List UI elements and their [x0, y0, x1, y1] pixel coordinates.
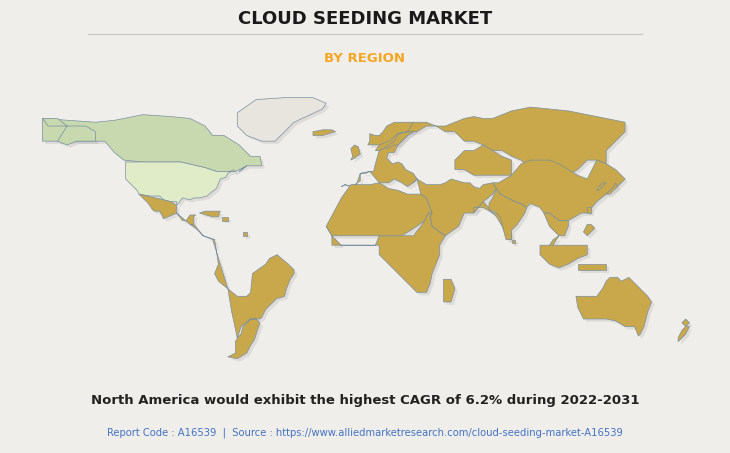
Polygon shape: [590, 210, 594, 216]
Polygon shape: [580, 267, 609, 273]
Polygon shape: [45, 121, 99, 148]
Polygon shape: [474, 202, 512, 240]
Text: BY REGION: BY REGION: [325, 52, 405, 65]
Polygon shape: [576, 277, 652, 336]
Polygon shape: [596, 183, 606, 190]
Polygon shape: [547, 216, 571, 254]
Polygon shape: [515, 242, 518, 246]
Polygon shape: [416, 182, 499, 239]
Polygon shape: [413, 179, 496, 236]
Polygon shape: [583, 224, 595, 236]
Polygon shape: [246, 235, 250, 239]
Polygon shape: [42, 115, 262, 171]
Polygon shape: [344, 125, 420, 189]
Polygon shape: [215, 242, 297, 361]
Polygon shape: [446, 282, 458, 305]
Text: CLOUD SEEDING MARKET: CLOUD SEEDING MARKET: [238, 10, 492, 28]
Polygon shape: [342, 122, 417, 187]
Polygon shape: [477, 205, 515, 242]
Polygon shape: [378, 110, 628, 178]
Polygon shape: [540, 245, 588, 268]
Polygon shape: [222, 217, 228, 221]
Polygon shape: [128, 165, 238, 208]
Polygon shape: [678, 327, 689, 342]
Polygon shape: [493, 160, 625, 221]
Text: Report Code : A16539  |  Source : https://www.alliedmarketresearch.com/cloud-see: Report Code : A16539 | Source : https://…: [107, 428, 623, 438]
Polygon shape: [237, 98, 326, 141]
Polygon shape: [316, 133, 339, 138]
Polygon shape: [543, 248, 590, 271]
Polygon shape: [42, 119, 96, 145]
Polygon shape: [496, 163, 628, 223]
Polygon shape: [243, 232, 247, 236]
Polygon shape: [240, 101, 329, 144]
Polygon shape: [458, 148, 515, 178]
Polygon shape: [492, 191, 529, 242]
Polygon shape: [544, 213, 569, 251]
Polygon shape: [212, 240, 294, 359]
Polygon shape: [139, 194, 196, 224]
Polygon shape: [190, 224, 215, 240]
Polygon shape: [489, 188, 527, 240]
Polygon shape: [351, 145, 361, 160]
Polygon shape: [586, 227, 598, 239]
Polygon shape: [368, 122, 417, 149]
Polygon shape: [682, 319, 689, 327]
Polygon shape: [202, 214, 223, 220]
Polygon shape: [599, 186, 609, 193]
Polygon shape: [329, 216, 448, 295]
Polygon shape: [455, 145, 512, 175]
Polygon shape: [375, 107, 625, 175]
Polygon shape: [326, 213, 445, 293]
Polygon shape: [353, 148, 363, 163]
Polygon shape: [444, 279, 455, 302]
Polygon shape: [681, 329, 692, 345]
Polygon shape: [329, 186, 435, 239]
Polygon shape: [326, 183, 432, 236]
Polygon shape: [371, 125, 420, 152]
Polygon shape: [142, 197, 199, 227]
Polygon shape: [313, 130, 336, 135]
Polygon shape: [193, 227, 218, 242]
Polygon shape: [579, 280, 655, 339]
Polygon shape: [609, 186, 620, 197]
Polygon shape: [225, 220, 231, 223]
Polygon shape: [588, 207, 591, 213]
Polygon shape: [45, 117, 265, 174]
Polygon shape: [126, 162, 235, 206]
Polygon shape: [199, 211, 220, 217]
Polygon shape: [606, 183, 618, 194]
Text: North America would exhibit the highest CAGR of 6.2% during 2022-2031: North America would exhibit the highest …: [91, 394, 639, 407]
Polygon shape: [578, 264, 606, 270]
Polygon shape: [512, 240, 515, 243]
Polygon shape: [685, 322, 692, 329]
